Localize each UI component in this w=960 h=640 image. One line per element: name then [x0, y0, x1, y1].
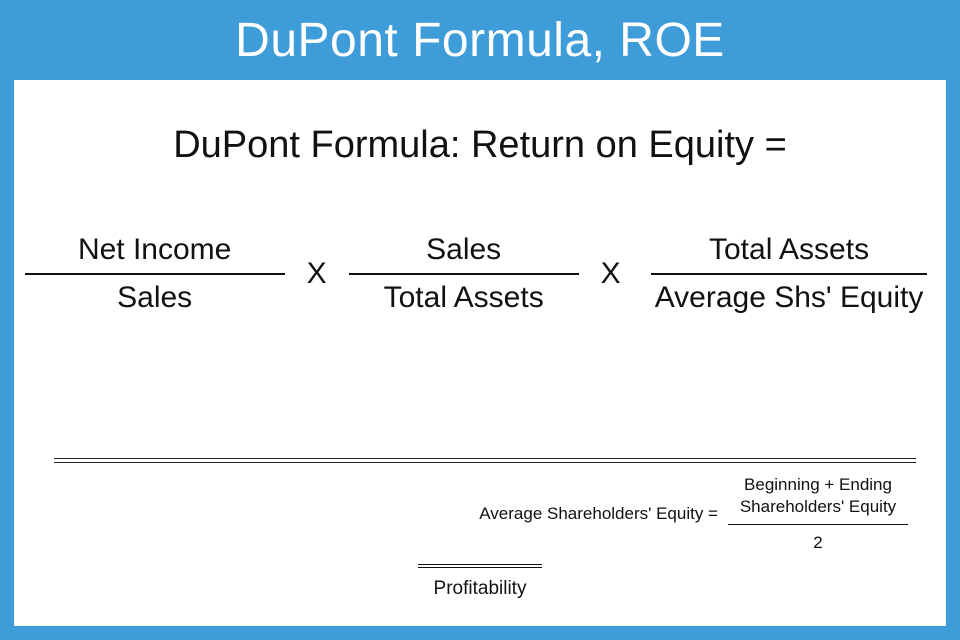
numerator: Total Assets — [697, 227, 881, 273]
fraction-asset-turnover: Sales Total Assets — [349, 227, 579, 321]
numerator-line2: Shareholders' Equity — [740, 497, 896, 516]
avg-shareholders-equity-formula: Average Shareholders' Equity = Beginning… — [479, 474, 908, 553]
formula-heading: DuPont Formula: Return on Equity = — [54, 124, 906, 167]
denominator: Total Assets — [372, 275, 556, 321]
multiply-operator: X — [597, 257, 625, 291]
outer-frame: DuPont Formula, ROE DuPont Formula: Retu… — [0, 0, 960, 640]
fraction-equity-multiplier: Total Assets Average Shs' Equity — [643, 227, 936, 321]
dupont-formula: Net Income Sales X Sales Total Assets X … — [54, 227, 906, 321]
fraction-profit-margin: Net Income Sales — [25, 227, 285, 321]
avg-equity-fraction: Beginning + Ending Shareholders' Equity … — [728, 474, 908, 553]
content-card: DuPont Formula: Return on Equity = Net I… — [14, 80, 946, 626]
numerator: Net Income — [66, 227, 243, 273]
numerator-line1: Beginning + Ending — [744, 475, 892, 494]
multiply-operator: X — [303, 257, 331, 291]
denominator: Sales — [105, 275, 204, 321]
profitability-footer: Profitability — [418, 564, 542, 600]
numerator: Beginning + Ending Shareholders' Equity — [740, 474, 896, 524]
numerator: Sales — [414, 227, 513, 273]
section-divider — [54, 458, 916, 463]
page-title: DuPont Formula, ROE — [14, 0, 946, 80]
footer-label: Profitability — [418, 578, 542, 600]
denominator: 2 — [813, 525, 822, 553]
footer-rule — [418, 564, 542, 568]
avg-equity-label: Average Shareholders' Equity = — [479, 504, 718, 524]
denominator: Average Shs' Equity — [643, 275, 936, 321]
